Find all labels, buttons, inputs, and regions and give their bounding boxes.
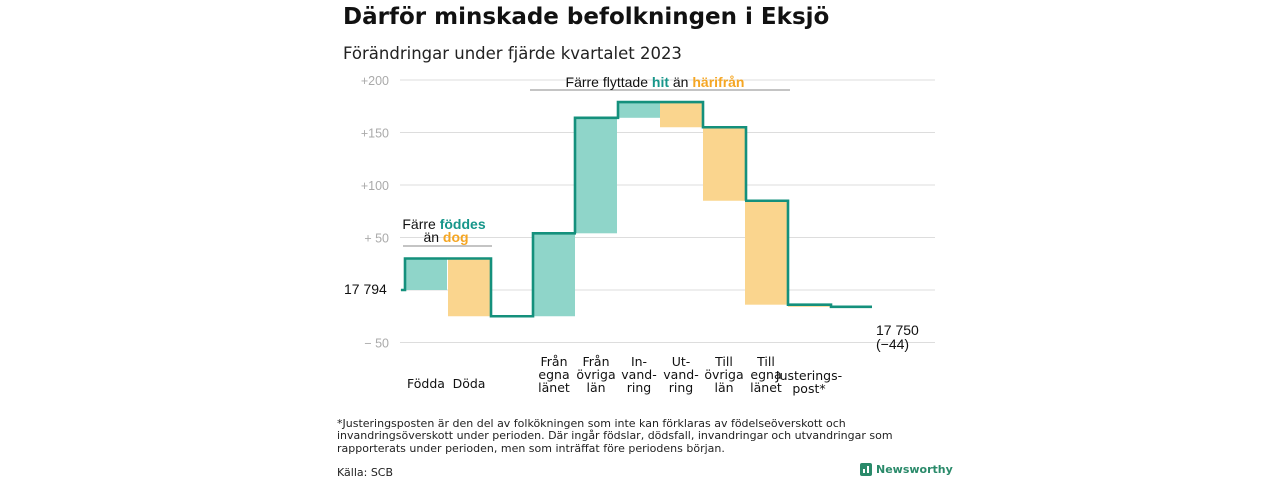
- x-category-label: Justerings-post*: [775, 368, 842, 396]
- x-category-label: Födda: [407, 376, 445, 391]
- migration-highlight-hit: hit: [652, 74, 669, 90]
- waterfall-bar: [618, 102, 660, 118]
- births-deaths-annotation-line2: än dog: [423, 229, 468, 245]
- x-category-label: Döda: [453, 376, 486, 391]
- y-tick-label: + 50: [364, 232, 389, 246]
- x-category-label: In-vand-ring: [621, 354, 656, 395]
- waterfall-bar: [703, 127, 745, 201]
- newsworthy-logo-icon: [860, 463, 872, 476]
- start-value-label: 17 794: [344, 281, 387, 297]
- births-deaths-highlight-1: föddes: [440, 216, 486, 232]
- births-deaths-text-2: än: [423, 229, 442, 245]
- waterfall-bar: [745, 200, 787, 305]
- waterfall-bar: [575, 117, 617, 234]
- waterfall-bar: [533, 233, 575, 317]
- waterfall-bar: [448, 258, 490, 317]
- migration-text-2: än: [669, 74, 692, 90]
- source: Källa: SCB: [337, 466, 394, 479]
- x-category-label: Från övriga län: [576, 354, 615, 395]
- waterfall-bar: [405, 258, 447, 290]
- chart-title: Därför minskade befolkningen i Eksjö: [343, 4, 830, 30]
- migration-text-1: Färre flyttade: [566, 74, 652, 90]
- births-deaths-highlight-2: dog: [443, 229, 469, 245]
- brand-logo: Newsworthy: [860, 463, 953, 476]
- x-category-label: Från egna länet: [538, 354, 570, 395]
- y-tick-label: +100: [361, 179, 389, 193]
- migration-annotation: Färre flyttade hit än härifrån: [566, 74, 745, 90]
- births-deaths-annotation-line1: Färre föddes: [402, 216, 485, 232]
- x-category-label: Till övriga län: [704, 354, 743, 395]
- x-category-label: Till egna länet: [750, 354, 782, 395]
- y-tick-label: − 50: [364, 337, 389, 351]
- brand-name: Newsworthy: [876, 463, 953, 476]
- end-change-label: (−44): [876, 336, 909, 352]
- waterfall-bar: [660, 102, 702, 128]
- chart-subtitle: Förändringar under fjärde kvartalet 2023: [343, 44, 682, 63]
- cumulative-step-line: [401, 100, 872, 318]
- end-value-label: 17 750: [876, 322, 919, 338]
- footnote: *Justeringsposten är den del av folkökni…: [337, 417, 893, 455]
- y-tick-label: +200: [361, 74, 389, 88]
- y-tick-label: +150: [361, 127, 389, 141]
- x-category-label: Ut-vand-ring: [663, 354, 698, 395]
- births-deaths-text-1: Färre: [402, 216, 439, 232]
- migration-highlight-harifran: härifrån: [692, 74, 744, 90]
